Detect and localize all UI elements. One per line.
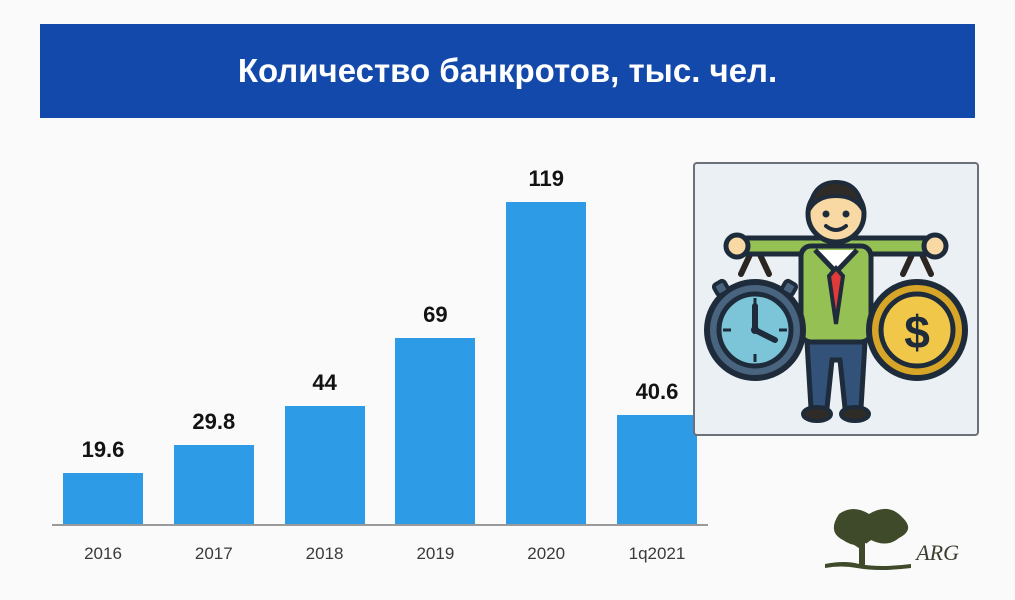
bar-value-label: 19.6 xyxy=(82,437,125,463)
title-text: Количество банкротов, тыс. чел. xyxy=(238,52,777,90)
bar-chart: 19.6 29.8 44 69 119 40.6 2016 2017 2018 2019 2020… xyxy=(60,150,700,570)
bar xyxy=(617,415,697,526)
slide: Количество банкротов, тыс. чел. 19.6 29.8… xyxy=(0,0,1015,600)
x-axis-label: 2017 xyxy=(171,544,257,564)
bar xyxy=(63,473,143,526)
balance-illustration: $ xyxy=(693,162,979,436)
bar-value-label: 40.6 xyxy=(636,379,679,405)
bar-value-label: 29.8 xyxy=(192,409,235,435)
bar xyxy=(285,406,365,526)
svg-text:$: $ xyxy=(904,306,930,358)
bar-slot: 40.6 xyxy=(614,379,700,526)
logo-label: ARG xyxy=(916,540,959,566)
x-axis-line xyxy=(52,524,708,526)
bar-value-label: 119 xyxy=(528,166,564,192)
bar-slot: 69 xyxy=(392,302,478,526)
x-axis-label: 2020 xyxy=(503,544,589,564)
bar-value-label: 69 xyxy=(423,302,447,328)
x-axis-label: 2016 xyxy=(60,544,146,564)
x-axis-label: 2018 xyxy=(282,544,368,564)
bar-slot: 29.8 xyxy=(171,409,257,526)
person-balance-icon: $ xyxy=(695,164,977,434)
bar xyxy=(174,445,254,526)
arg-logo: ARG xyxy=(819,508,959,572)
bar-slot: 44 xyxy=(282,370,368,526)
bar-slot: 19.6 xyxy=(60,437,146,526)
bar xyxy=(506,202,586,526)
bar-value-label: 44 xyxy=(312,370,336,396)
bar-slot: 119 xyxy=(503,166,589,526)
title-bar: Количество банкротов, тыс. чел. xyxy=(40,24,975,118)
x-axis-label: 2019 xyxy=(392,544,478,564)
bar xyxy=(395,338,475,526)
x-axis-label: 1q2021 xyxy=(614,544,700,564)
